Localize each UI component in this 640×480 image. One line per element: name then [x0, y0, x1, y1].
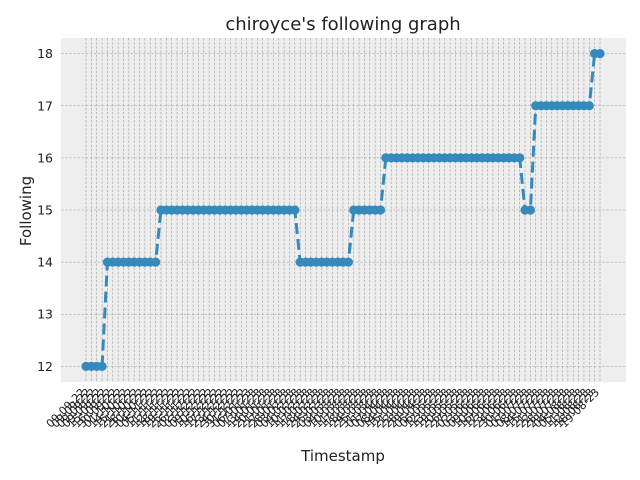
data-point [151, 257, 161, 267]
data-point [97, 361, 107, 371]
data-point [515, 153, 525, 163]
y-axis-label: Following [17, 176, 35, 246]
data-point [343, 257, 353, 267]
series-layer [81, 49, 605, 371]
y-tick-label: 14 [37, 255, 53, 270]
data-point [375, 205, 386, 215]
x-axis-label: Timestamp [300, 447, 385, 465]
data-point [525, 205, 535, 215]
data-point [595, 49, 605, 59]
y-tick-labels: 12 13 14 15 16 17 18 [37, 46, 53, 374]
data-point [584, 101, 594, 111]
y-tick-label: 13 [37, 307, 53, 322]
y-tick-label: 16 [37, 150, 53, 165]
y-tick-label: 15 [37, 203, 53, 218]
chart-title: chiroyce's following graph [225, 14, 460, 35]
data-point [290, 205, 300, 215]
y-tick-label: 17 [37, 98, 53, 113]
x-tick-labels: 09-09-2209-09-2209-09-2209-09-2215-09-22… [44, 386, 603, 431]
y-tick-label: 18 [37, 46, 53, 61]
y-tick-label: 12 [37, 359, 53, 374]
